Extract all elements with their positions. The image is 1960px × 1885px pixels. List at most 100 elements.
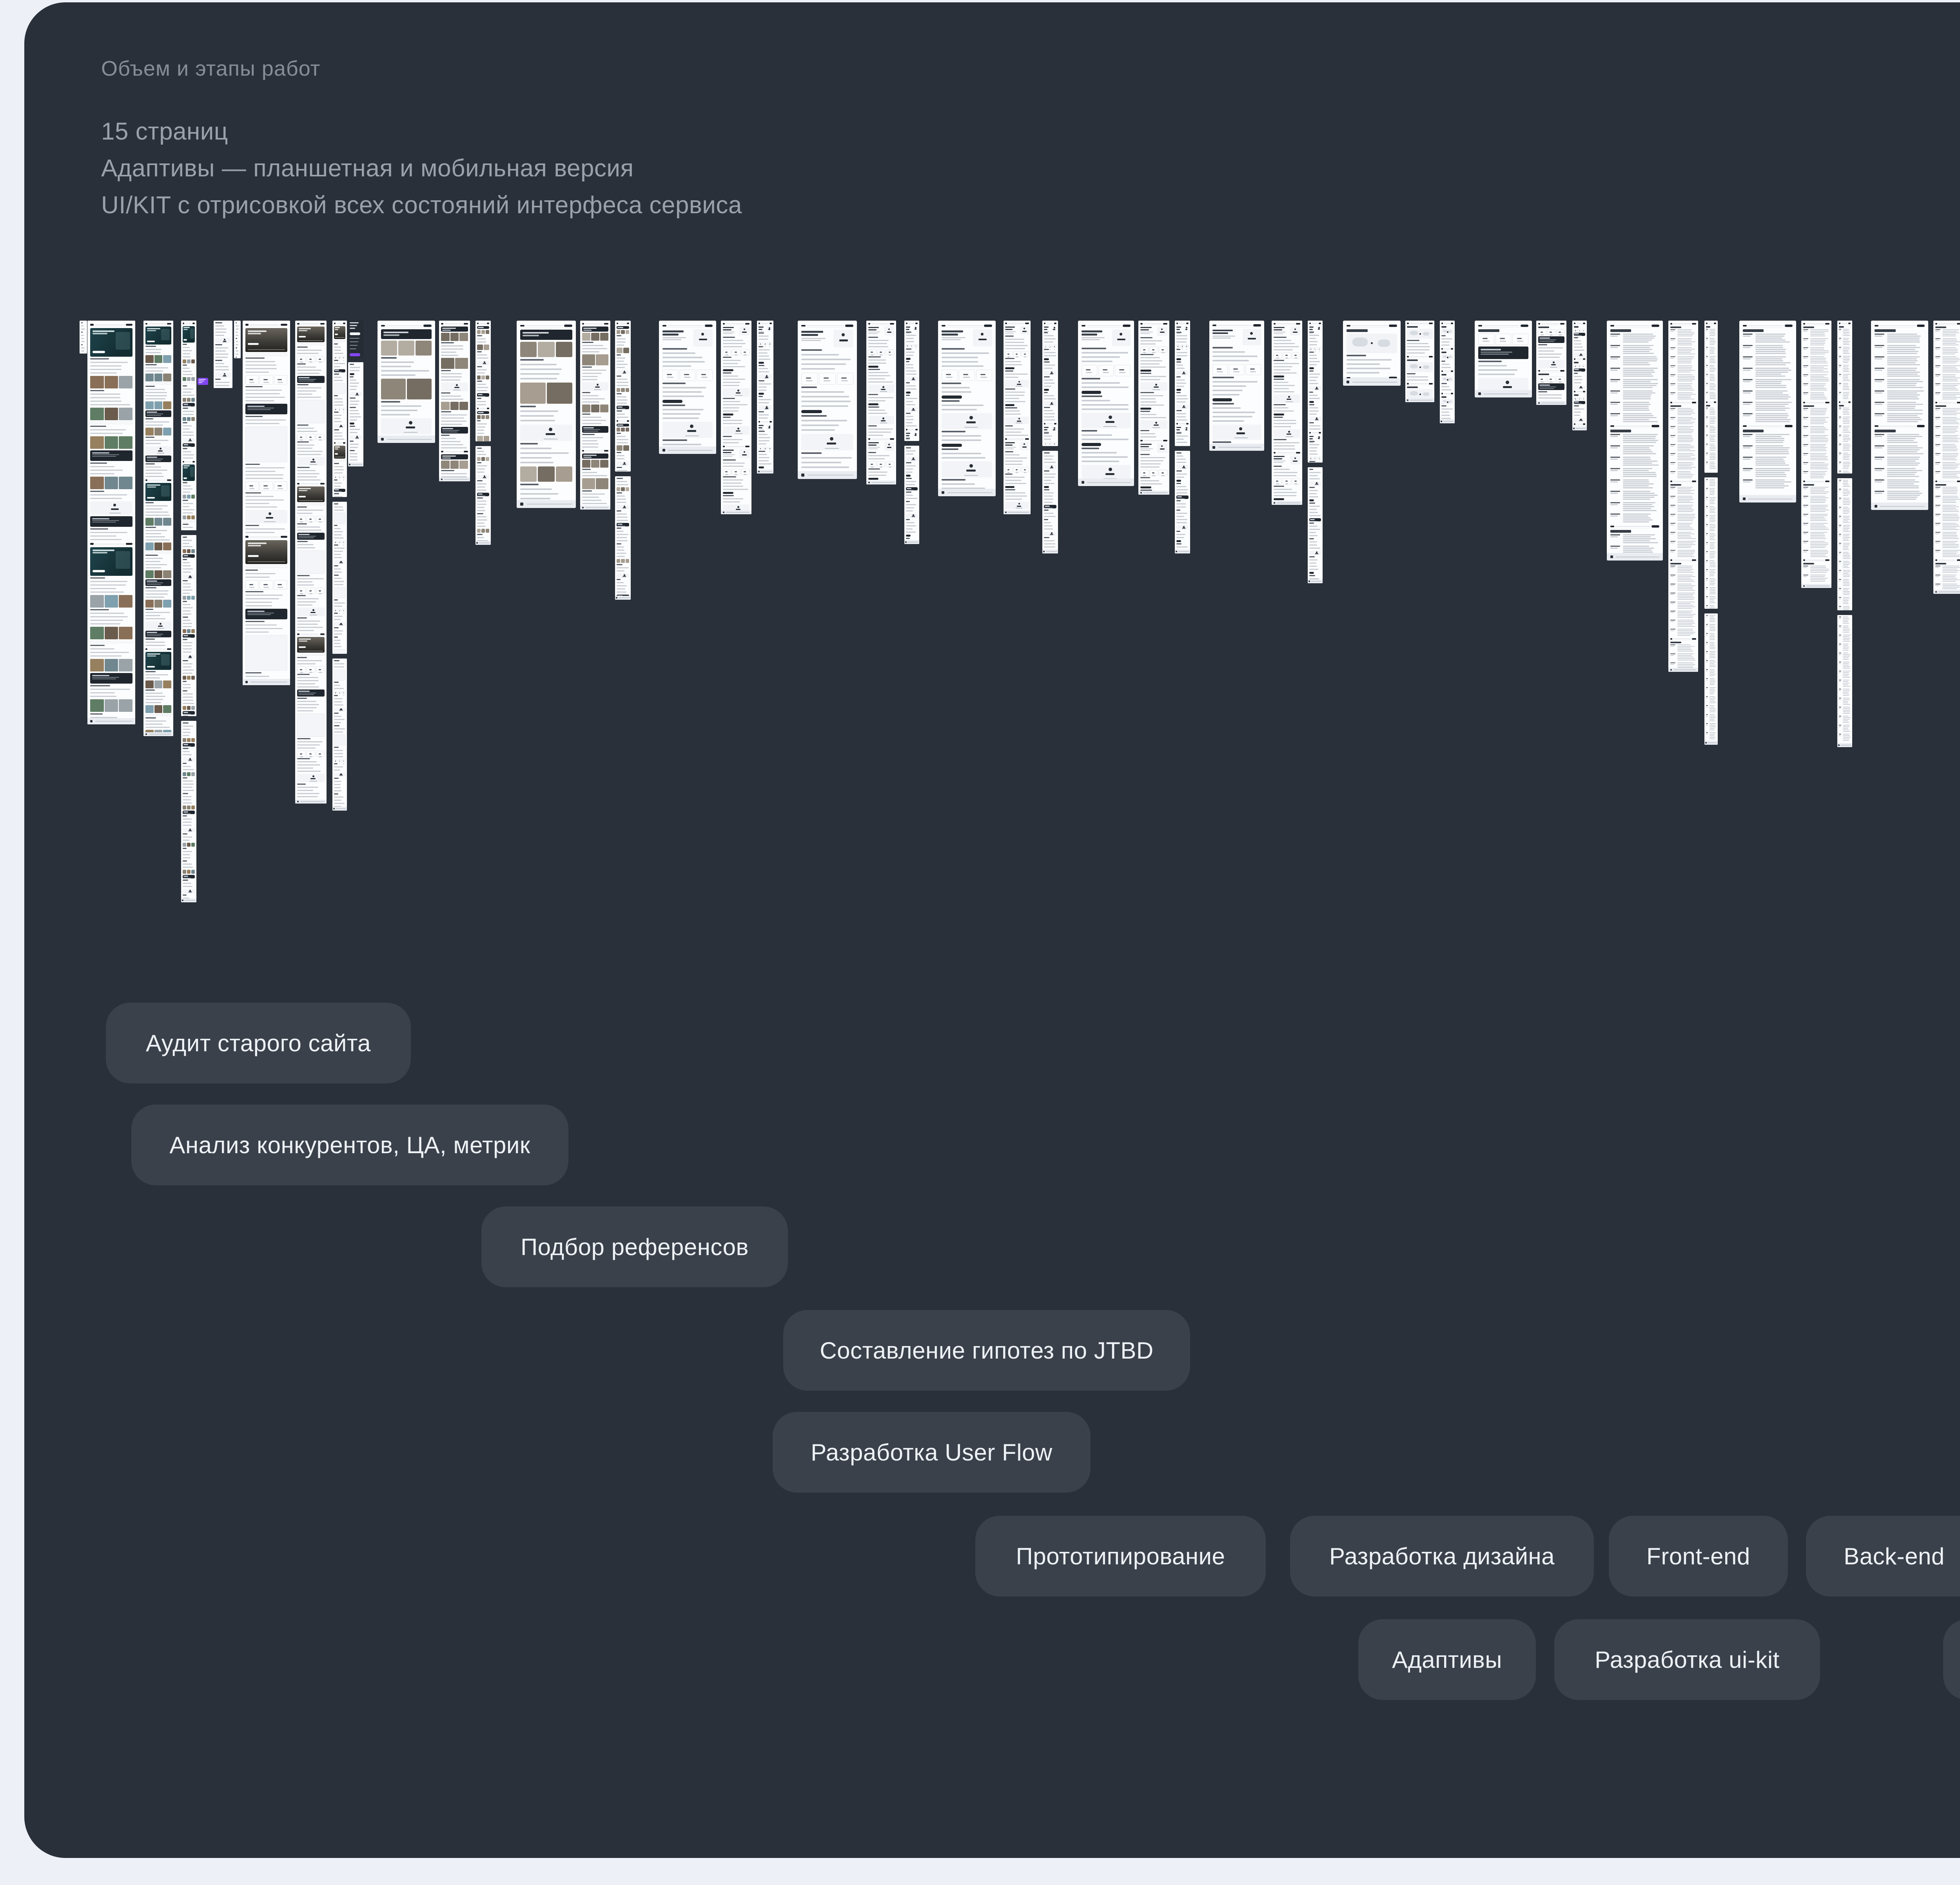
thumbnail-page-segment [1739, 321, 1796, 503]
thumbnail-page-segment [1175, 321, 1190, 446]
page-thumbnail-column [798, 321, 857, 479]
page-thumbnail-column [143, 321, 173, 736]
stage-pill-6: Прототипирование [975, 1516, 1266, 1597]
thumbnail-page-segment [295, 321, 327, 804]
thumbnail-page-segment [1536, 321, 1566, 405]
stage-pill-2: Анализ конкурентов, ЦА, метрик [131, 1105, 568, 1185]
scope-line-uikit: UI/KIT с отрисовкой всех состояний интер… [101, 192, 742, 219]
stage-pill-5: Разработка User Flow [773, 1412, 1091, 1493]
thumbnail-page-segment [721, 321, 751, 514]
thumbnail-page-segment [1440, 321, 1455, 423]
page-thumbnail-column [1175, 321, 1190, 553]
thumbnail-page-segment [1704, 613, 1718, 745]
page-thumbnail-column [1405, 321, 1434, 402]
thumbnail-page-segment [475, 321, 491, 441]
thumbnail-page-segment [1175, 451, 1190, 553]
page-thumbnail-column [938, 321, 996, 496]
page-thumbnail-column [1440, 321, 1455, 423]
page-thumbnail-column [234, 321, 241, 358]
thumbnail-page-segment [475, 446, 491, 545]
page-title: Объем и этапы работ [101, 57, 321, 80]
stage-pill-9: Back-end [1806, 1516, 1960, 1597]
page-thumbnail-column [214, 321, 232, 388]
thumbnail-page-segment [377, 321, 435, 443]
thumbnail-page-segment [1668, 321, 1698, 672]
thumbnail-page-segment [1801, 321, 1831, 588]
thumbnail-page-segment [1308, 467, 1323, 583]
page-thumbnail-column [1739, 321, 1796, 503]
page-thumbnail-column [1704, 321, 1718, 745]
page-thumbnail-column [615, 321, 631, 600]
stage-pill-3: Подбор референсов [481, 1206, 788, 1287]
stage-pill-12: Запуск [1943, 1619, 1960, 1700]
thumbnail-page-segment [1837, 615, 1852, 747]
thumbnail-page-segment [348, 362, 363, 466]
thumbnail-page-segment [143, 321, 173, 736]
thumbnail-page-segment [332, 659, 347, 811]
page-thumbnail-column [904, 321, 919, 544]
thumbnail-page-segment [615, 476, 631, 600]
page-thumbnail-column [659, 321, 716, 454]
thumbnail-page-segment [1607, 321, 1663, 561]
thumbnail-page-segment [1837, 478, 1852, 610]
thumbnail-page-segment [87, 321, 135, 724]
page-thumbnail-column [243, 321, 290, 685]
page-thumbnail-column [1209, 321, 1264, 451]
page-thumbnail-column [1272, 321, 1302, 505]
thumbnail-page-segment [615, 321, 631, 472]
thumbnail-page-segment [439, 321, 470, 481]
page-thumbnail-column [1343, 321, 1401, 386]
page-thumbnail-column [721, 321, 751, 514]
stage-pill-4: Составление гипотез по JTBD [783, 1310, 1190, 1391]
thumbnail-page-segment [1837, 321, 1852, 474]
page-thumbnail-column [439, 321, 470, 481]
page-thumbnail-column [1871, 321, 1928, 510]
wireframe-thumbnails-board [24, 2, 1960, 1858]
thumbnail-page-segment [348, 321, 363, 357]
thumbnail-page-segment [1704, 321, 1718, 473]
thumbnail-page-segment [1004, 321, 1031, 514]
stage-pill-10: Адаптивы [1358, 1619, 1536, 1700]
page-thumbnail-column [580, 321, 610, 510]
page-thumbnail-column [1138, 321, 1169, 495]
thumbnail-page-segment [181, 321, 196, 530]
page-thumbnail-column [1607, 321, 1663, 561]
thumbnail-page-segment [1405, 321, 1434, 402]
thumbnail-page-segment [1933, 321, 1960, 594]
thumbnail-page-segment [1704, 477, 1718, 609]
page-thumbnail-column [348, 321, 363, 466]
page-thumbnail-column [475, 321, 491, 545]
thumbnail-page-segment [517, 321, 576, 508]
purple-note [198, 378, 208, 385]
thumbnail-page-segment [234, 321, 241, 358]
page-thumbnail-column [1042, 321, 1058, 553]
thumbnail-page-segment [214, 321, 232, 388]
thumbnail-page-segment [1343, 321, 1401, 386]
page-thumbnail-column [1837, 321, 1852, 747]
page-thumbnail-column [1933, 321, 1960, 594]
thumbnail-page-segment [1475, 321, 1532, 397]
stage-pill-8: Front-end [1609, 1516, 1788, 1597]
thumbnail-page-segment [659, 321, 716, 454]
page-thumbnail-column [1308, 321, 1323, 583]
thumbnail-page-segment [1042, 451, 1058, 553]
page-thumbnail-column [1004, 321, 1031, 514]
thumbnail-page-segment [1272, 321, 1302, 505]
page-thumbnail-column [87, 321, 135, 724]
thumbnail-page-segment [1078, 321, 1134, 486]
thumbnail-page-segment [181, 535, 196, 717]
stage-pill-11: Разработка ui-kit [1554, 1619, 1820, 1700]
page-thumbnail-column [377, 321, 435, 443]
thumbnail-page-segment [798, 321, 857, 479]
page-thumbnail-column [1668, 321, 1698, 672]
scope-line-adaptive: Адаптивы — планшетная и мобильная версия [101, 155, 634, 182]
thumbnail-page-segment [757, 321, 773, 474]
stage-pill-1: Аудит старого сайта [106, 1003, 411, 1083]
stage-pill-7: Разработка дизайна [1290, 1516, 1594, 1597]
thumbnail-page-segment [938, 321, 996, 496]
page-thumbnail-column [1801, 321, 1831, 588]
thumbnail-page-segment [332, 321, 347, 497]
thumbnail-page-segment [1138, 321, 1169, 495]
page-thumbnail-column [757, 321, 773, 474]
